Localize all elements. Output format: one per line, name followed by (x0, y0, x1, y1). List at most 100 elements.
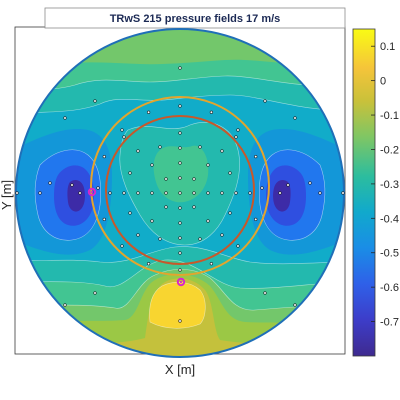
pressure-tap (192, 191, 196, 195)
pressure-tap (93, 99, 97, 103)
colorbar-tick-label: -0.7 (380, 317, 399, 329)
pressure-tap (206, 191, 210, 195)
colorbar (352, 28, 376, 357)
contour-line (16, 246, 344, 265)
pressure-tap (308, 181, 312, 185)
pressure-tap (178, 221, 182, 225)
pressure-tap (228, 171, 232, 175)
pressure-tap (278, 191, 282, 195)
contour-line (16, 259, 344, 289)
colorbar-tick-label: -0.1 (380, 110, 399, 122)
pressure-tap (220, 191, 224, 195)
pressure-tap (220, 233, 224, 237)
band-center-inner (153, 145, 209, 203)
pressure-tap (63, 303, 67, 307)
pressure-tap (206, 219, 210, 223)
contour-lines (16, 75, 344, 329)
pressure-tap (206, 163, 210, 167)
pressure-tap (164, 177, 168, 181)
pressure-tap (178, 206, 182, 210)
pressure-tap (120, 244, 124, 248)
pressure-tap (150, 163, 154, 167)
pressure-tap (178, 268, 182, 272)
pressure-tap (128, 211, 132, 215)
pressure-tap (158, 237, 162, 241)
pressure-tap (234, 191, 238, 195)
y-axis-label: Y [m] (0, 180, 14, 210)
contour-line (34, 149, 101, 241)
pressure-tap (93, 291, 97, 295)
pressure-tap (198, 237, 202, 241)
pressure-tap (48, 181, 52, 185)
pressure-tap (263, 291, 267, 295)
contour-line (16, 94, 344, 116)
colorbar-tick-label: 0.1 (380, 41, 395, 53)
pressure-tap (102, 155, 106, 159)
title-box (44, 7, 346, 29)
contour-line (119, 122, 240, 246)
pressure-tap (150, 191, 154, 195)
pressure-tap (38, 191, 42, 195)
colorbar-tick-label: -0.6 (380, 282, 399, 294)
pressure-tap (147, 262, 151, 266)
pressure-tap (164, 191, 168, 195)
pressure-tap (254, 155, 258, 159)
pressure-tap (236, 128, 240, 132)
pressure-tap (150, 219, 154, 223)
pressure-tap (236, 244, 240, 248)
pressure-taps (15, 66, 345, 323)
pressure-tap (248, 191, 252, 195)
pressure-tap (136, 191, 140, 195)
pressure-tap (341, 191, 345, 195)
contour-line (149, 281, 206, 329)
pressure-tap (220, 149, 224, 153)
x-axis-label: X [m] (165, 362, 195, 377)
reference-marker-bottom (176, 277, 186, 287)
pressure-tap (293, 116, 297, 120)
pressure-tap (78, 191, 82, 195)
pressure-tap (136, 233, 140, 237)
pressure-tap (293, 303, 297, 307)
pressure-tap (122, 191, 126, 195)
pressure-tap (286, 183, 290, 187)
pressure-tap (15, 191, 19, 195)
contour-line (259, 149, 326, 241)
contour-line (16, 75, 344, 91)
pressure-tap (178, 251, 182, 255)
chart-title: TRwS 215 pressure fields 17 m/s (110, 13, 281, 25)
structure-ring-orange (90, 96, 270, 276)
colorbar-tick-label: -0.3 (380, 179, 399, 191)
pressure-tap (254, 217, 258, 221)
band-left-4 (67, 180, 85, 212)
pressure-tap (158, 145, 162, 149)
colorbar-ticks: 0.1 0 -0.1 -0.2 -0.3 -0.4 -0.5 -0.6 -0.7 (371, 41, 399, 329)
pressure-tap (318, 191, 322, 195)
pressure-tap (234, 135, 238, 139)
pressure-tap (192, 177, 196, 181)
pressure-tap (178, 236, 182, 240)
pressure-tap (198, 145, 202, 149)
pressure-tap (228, 211, 232, 215)
pressure-tap (70, 183, 74, 187)
pressure-tap (128, 171, 132, 175)
pressure-tap (108, 191, 112, 195)
band-right-4 (273, 180, 291, 212)
pressure-tap (178, 104, 182, 108)
reference-marker-left (87, 187, 97, 197)
structure-ring-red (105, 115, 255, 265)
pressure-tap (192, 205, 196, 209)
pressure-tap (178, 319, 182, 323)
pressure-tap (147, 110, 151, 114)
pressure-tap (209, 110, 213, 114)
colorbar-tick-label: -0.5 (380, 248, 399, 260)
pressure-tap (63, 116, 67, 120)
pressure-tap (260, 186, 264, 190)
pressure-tap (263, 99, 267, 103)
pressure-tap (102, 217, 106, 221)
pressure-tap (209, 262, 213, 266)
pressure-tap (164, 205, 168, 209)
colorbar-tick-label: -0.2 (380, 144, 399, 156)
pressure-tap (122, 135, 126, 139)
pressure-tap (178, 176, 182, 180)
